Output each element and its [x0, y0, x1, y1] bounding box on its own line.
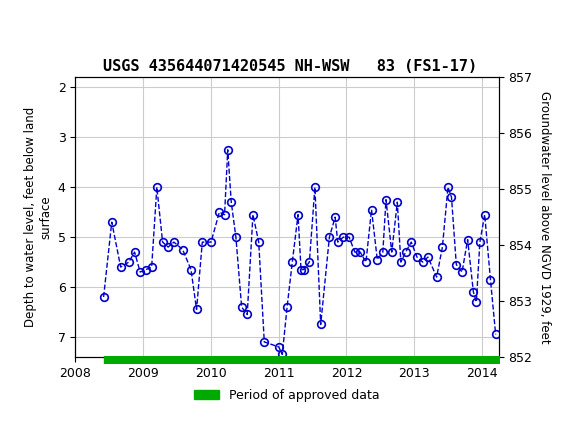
Text: USGS 435644071420545 NH-WSW   83 (FS1-17): USGS 435644071420545 NH-WSW 83 (FS1-17): [103, 59, 477, 74]
Text: ╲USGS: ╲USGS: [6, 13, 72, 39]
Legend: Period of approved data: Period of approved data: [189, 384, 385, 407]
Y-axis label: Groundwater level above NGVD 1929, feet: Groundwater level above NGVD 1929, feet: [538, 91, 551, 344]
Y-axis label: Depth to water level, feet below land
surface: Depth to water level, feet below land su…: [24, 107, 52, 327]
